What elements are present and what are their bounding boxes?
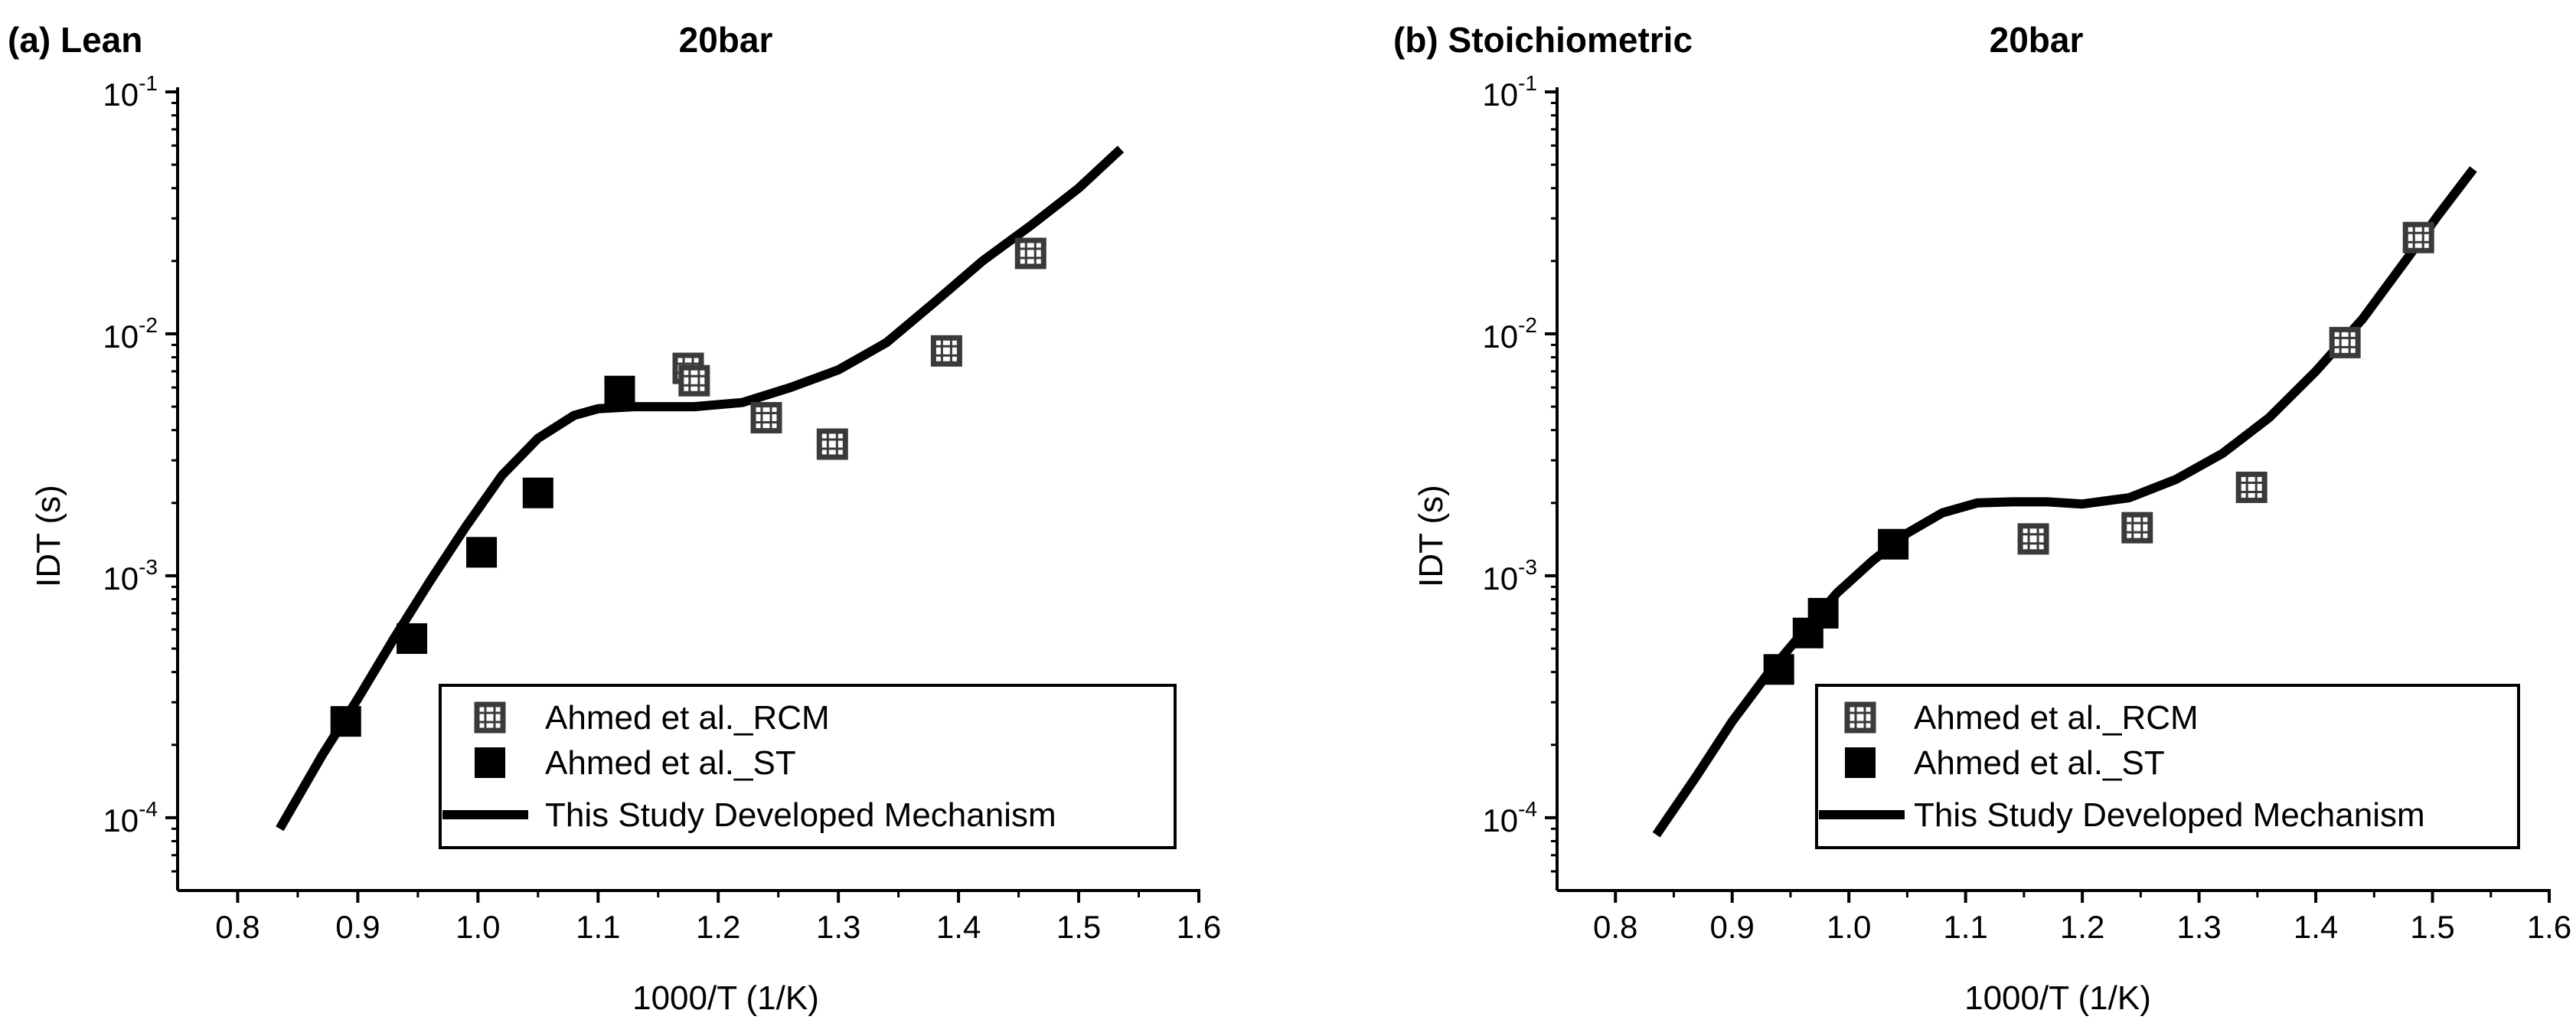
rcm-data-point — [2329, 326, 2361, 358]
rcm-data-point — [816, 428, 848, 460]
rcm-data-point — [2017, 523, 2049, 555]
x-axis-label: 1000/T (1/K) — [632, 979, 819, 1017]
st-data-point — [522, 477, 553, 508]
st-data-point — [330, 706, 361, 737]
x-tick-label: 1.2 — [2060, 909, 2104, 945]
x-tick-label: 1.1 — [1943, 909, 1987, 945]
chart-title: 20bar — [1990, 20, 2084, 60]
st-data-point — [466, 537, 498, 568]
x-tick-label: 1.3 — [816, 909, 860, 945]
legend: Ahmed et al._RCM Ahmed et al._ST This St… — [1815, 684, 2520, 849]
st-data-point — [397, 623, 428, 654]
st-data-point — [1763, 654, 1794, 685]
x-tick-label: 1.2 — [696, 909, 740, 945]
legend-st-marker-icon — [1845, 747, 1876, 778]
y-tick-label: 10-3 — [1482, 555, 1537, 596]
legend-label-rcm: Ahmed et al._RCM — [545, 699, 830, 737]
x-tick-label: 0.8 — [1593, 909, 1637, 945]
legend-box — [1815, 684, 2520, 849]
y-tick-label: 10-1 — [103, 71, 158, 113]
y-tick-label: 10-4 — [103, 797, 158, 838]
y-axis-label: IDT (s) — [30, 485, 67, 587]
st-data-point — [604, 375, 635, 407]
x-axis-label: 1000/T (1/K) — [1964, 979, 2151, 1017]
legend-label-st: Ahmed et al._ST — [545, 744, 796, 782]
legend-box — [439, 684, 1177, 849]
rcm-data-point — [930, 335, 962, 367]
legend-label-mechanism: This Study Developed Mechanism — [545, 796, 1056, 834]
legend-rcm-marker-icon — [474, 701, 506, 734]
x-tick-label: 1.1 — [576, 909, 620, 945]
panel-label: (a) Lean — [8, 20, 142, 60]
rcm-data-point — [750, 402, 782, 434]
x-tick-label: 0.8 — [215, 909, 260, 945]
panel-stoichiometric: (b) Stoichiometric 20bar 1000/T (1/K) ID… — [1393, 20, 2571, 1017]
x-tick-label: 1.0 — [455, 909, 500, 945]
rcm-data-point — [1014, 237, 1046, 270]
chart-title: 20bar — [679, 20, 773, 60]
y-tick-label: 10-2 — [1482, 313, 1537, 355]
rcm-data-point — [2235, 471, 2267, 503]
y-tick-label: 10-1 — [1482, 71, 1537, 113]
x-tick-label: 1.6 — [1177, 909, 1221, 945]
mechanism-curve — [276, 145, 1125, 832]
x-tick-label: 1.3 — [2176, 909, 2221, 945]
legend-rcm-marker-icon — [1844, 701, 1876, 734]
x-tick-label: 1.5 — [2410, 909, 2454, 945]
y-tick-label: 10-2 — [103, 313, 158, 355]
legend-label-st: Ahmed et al._ST — [1914, 744, 2165, 782]
x-tick-label: 1.6 — [2527, 909, 2571, 945]
legend-label-rcm: Ahmed et al._RCM — [1914, 699, 2199, 737]
panel-label: (b) Stoichiometric — [1393, 20, 1693, 60]
legend: Ahmed et al._RCM Ahmed et al._ST This St… — [439, 684, 1177, 849]
x-tick-label: 1.4 — [936, 909, 981, 945]
st-data-point — [1807, 597, 1839, 629]
x-tick-label: 1.0 — [1827, 909, 1871, 945]
legend-label-mechanism: This Study Developed Mechanism — [1914, 796, 2425, 834]
rcm-data-point — [2402, 221, 2434, 253]
rcm-data-point — [2121, 512, 2153, 544]
y-axis-label: IDT (s) — [1412, 485, 1450, 587]
st-data-point — [1878, 528, 1909, 560]
x-tick-label: 1.4 — [2294, 909, 2338, 945]
x-tick-label: 1.5 — [1056, 909, 1101, 945]
rcm-data-point — [678, 364, 710, 397]
y-tick-label: 10-3 — [103, 555, 158, 596]
y-tick-label: 10-4 — [1482, 797, 1537, 838]
panel-lean: (a) Lean 20bar 1000/T (1/K) IDT (s) 0.8 0… — [8, 20, 1221, 1017]
legend-st-marker-icon — [475, 747, 505, 778]
x-tick-label: 0.9 — [335, 909, 380, 945]
x-tick-label: 0.9 — [1710, 909, 1755, 945]
